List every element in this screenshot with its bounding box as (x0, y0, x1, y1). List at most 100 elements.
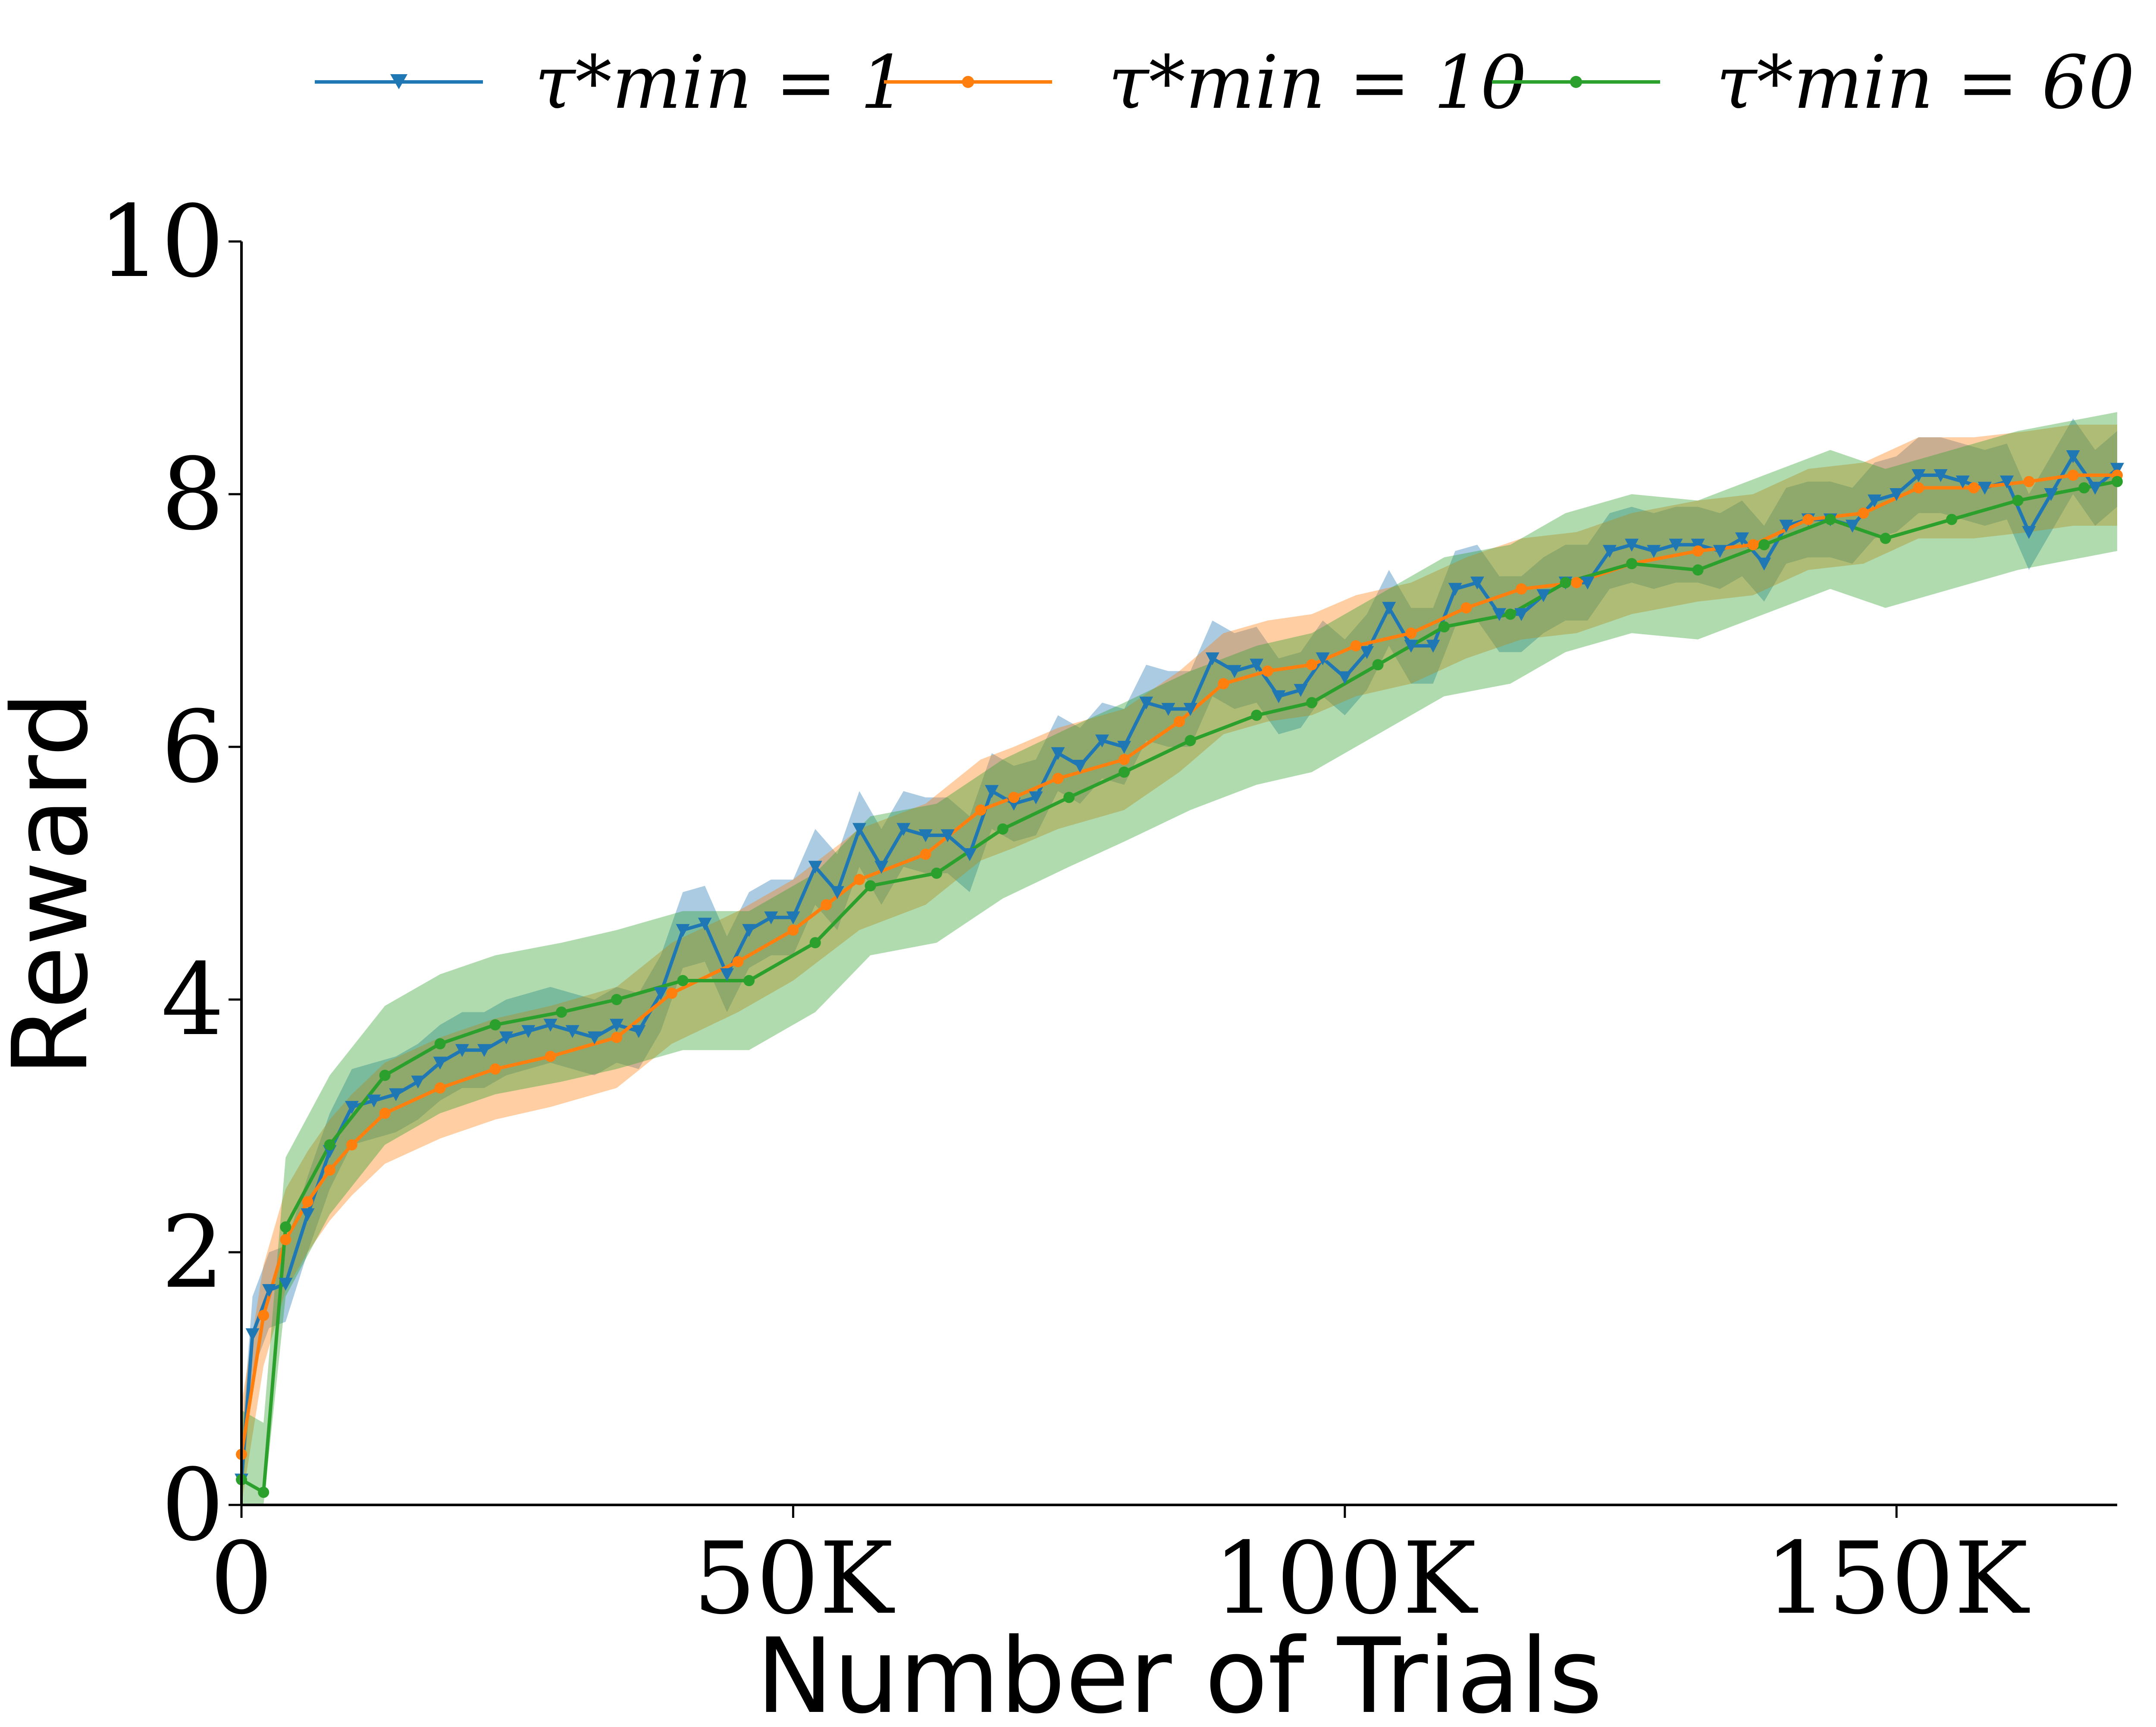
point-tau-1 (389, 1088, 403, 1101)
point-tau-60 (1372, 659, 1384, 671)
point-tau-10 (545, 1050, 556, 1062)
point-tau-1 (1580, 577, 1595, 590)
point-tau-10 (2023, 476, 2035, 487)
point-tau-10 (853, 874, 865, 885)
point-tau-1 (720, 968, 734, 981)
legend-label-tau-1: τ*min = 1 (535, 40, 907, 125)
point-tau-1 (521, 1025, 536, 1038)
legend-entry-tau-1: τ*min = 1 (315, 40, 907, 125)
point-tau-1 (1890, 488, 1904, 501)
line-tau-10 (240, 473, 2117, 1455)
point-tau-1 (245, 1328, 260, 1341)
point-tau-60 (1119, 766, 1130, 778)
point-tau-1 (2088, 482, 2102, 495)
point-tau-60 (611, 994, 622, 1005)
point-tau-10 (1119, 754, 1130, 765)
point-tau-1 (1426, 639, 1440, 653)
point-tau-1 (1713, 545, 1727, 558)
point-tau-60 (556, 1006, 567, 1018)
point-tau-10 (1262, 665, 1273, 677)
point-tau-10 (821, 899, 832, 911)
point-tau-1 (565, 1025, 580, 1038)
axes (240, 241, 2117, 1506)
point-tau-1 (874, 861, 889, 874)
point-tau-10 (975, 804, 987, 816)
point-tau-10 (1218, 678, 1229, 690)
point-tau-1 (262, 1284, 276, 1297)
point-tau-10 (1405, 627, 1417, 639)
point-tau-1 (411, 1075, 425, 1089)
y-tick-label: 2 (161, 1195, 224, 1310)
point-tau-1 (1735, 532, 1749, 545)
point-tau-60 (931, 868, 943, 879)
legend-entry-tau-60: τ*min = 60 (1492, 40, 2135, 125)
y-tick-label: 0 (161, 1448, 224, 1563)
point-tau-1 (1691, 539, 1705, 552)
point-tau-1 (2000, 475, 2014, 489)
point-tau-1 (985, 785, 999, 798)
point-tau-60 (324, 1139, 335, 1150)
point-tau-10 (1306, 659, 1318, 671)
point-tau-1 (1779, 520, 1793, 533)
point-tau-1 (367, 1094, 381, 1108)
point-tau-60 (1692, 564, 1704, 576)
point-tau-10 (302, 1196, 313, 1207)
legend: τ*min = 1 τ*min = 10 τ*min = 60 (315, 40, 2135, 125)
point-tau-1 (301, 1208, 315, 1222)
point-tau-60 (2112, 476, 2123, 487)
point-tau-60 (1306, 697, 1318, 708)
point-tau-60 (1758, 539, 1770, 551)
point-tau-1 (1977, 482, 1992, 495)
point-tau-1 (1536, 589, 1551, 602)
point-tau-10 (611, 1031, 622, 1043)
point-tau-10 (1350, 640, 1362, 652)
point-tau-1 (455, 1044, 469, 1057)
point-tau-10 (1802, 514, 1814, 525)
point-tau-1 (1205, 652, 1219, 665)
point-tau-1 (1625, 539, 1639, 552)
point-tau-60 (1946, 514, 1958, 525)
point-tau-1 (632, 1025, 646, 1038)
point-tau-10 (2067, 470, 2079, 481)
point-tau-1 (1294, 684, 1308, 697)
point-tau-1 (1161, 703, 1175, 716)
point-tau-10 (1913, 482, 1924, 494)
point-tau-1 (543, 1019, 558, 1032)
point-tau-1 (1073, 760, 1087, 773)
point-tau-1 (1338, 671, 1352, 684)
point-tau-10 (434, 1082, 446, 1094)
point-tau-1 (1514, 608, 1529, 621)
band-tau-60 (241, 412, 2117, 1505)
legend-entry-tau-10: τ*min = 10 (884, 40, 1527, 125)
point-tau-10 (1692, 545, 1704, 557)
point-tau-1 (279, 1278, 293, 1291)
point-tau-1 (1095, 734, 1109, 748)
point-tau-10 (1516, 583, 1527, 595)
point-tau-1 (477, 1044, 491, 1057)
point-tau-60 (1185, 735, 1196, 746)
point-tau-1 (1602, 545, 1617, 558)
point-tau-10 (1174, 716, 1185, 727)
x-tick-label: 150K (1765, 1521, 2030, 1636)
point-tau-60 (1880, 533, 1891, 544)
series-markers (235, 450, 2124, 1498)
legend-label-tau-10: τ*min = 10 (1108, 40, 1527, 125)
point-tau-1 (1139, 696, 1153, 710)
y-tick-label: 8 (161, 437, 224, 552)
point-tau-60 (434, 1038, 446, 1050)
point-tau-1 (1360, 646, 1374, 659)
point-tau-1 (2044, 488, 2058, 501)
point-tau-10 (1968, 482, 1980, 494)
point-tau-10 (787, 924, 799, 936)
point-tau-10 (280, 1234, 291, 1245)
point-tau-1 (1868, 494, 1882, 508)
point-tau-1 (1470, 577, 1484, 590)
point-tau-10 (258, 1310, 270, 1321)
point-tau-1 (433, 1056, 447, 1070)
tick-labels: 0 50K 100K 150K 0 2 4 6 8 10 (98, 185, 2030, 1636)
point-tau-60 (1063, 792, 1075, 803)
point-tau-1 (808, 861, 822, 874)
band-tau-10 (241, 424, 2117, 1505)
point-tau-1 (1183, 703, 1197, 716)
